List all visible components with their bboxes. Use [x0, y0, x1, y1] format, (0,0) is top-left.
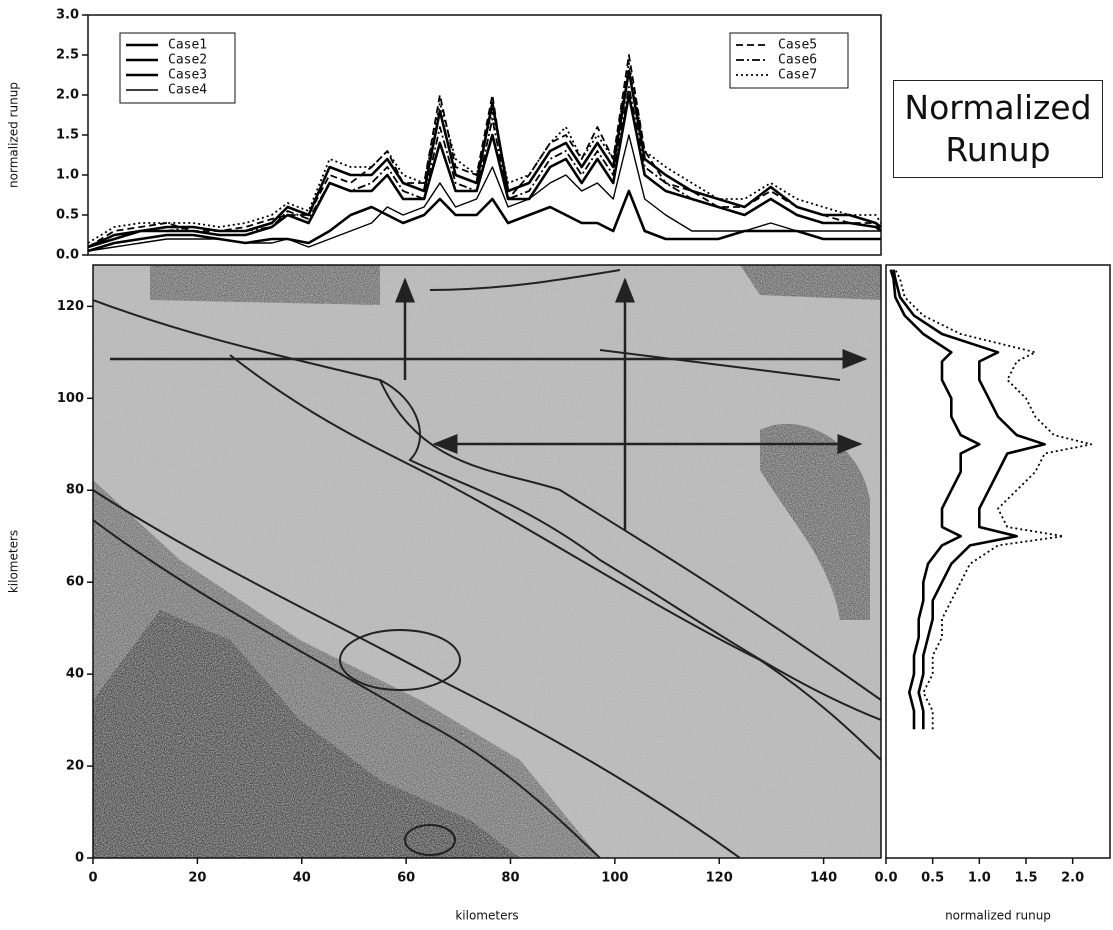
y-tick-label: 20 — [66, 759, 84, 774]
series-line — [87, 93, 882, 249]
legend-label: Case2 — [168, 53, 207, 68]
arrows — [110, 277, 868, 530]
series-line — [87, 134, 881, 252]
legend-box — [729, 32, 849, 89]
plot-frame — [92, 264, 882, 859]
y-axis-label: normalized runup — [7, 82, 21, 188]
y-tick-label: 40 — [66, 667, 84, 682]
series-line — [87, 54, 882, 248]
x-tick-label: 0.5 — [921, 871, 944, 886]
y-tick-label: 2.0 — [56, 88, 79, 103]
x-axis-label: kilometers — [455, 909, 518, 923]
plot-frame — [885, 264, 1111, 859]
annotation-box: Normalized Runup — [893, 80, 1103, 178]
x-tick-label: 80 — [501, 871, 519, 886]
y-tick-label: 1.0 — [56, 168, 79, 183]
legend-label: Case7 — [778, 68, 817, 83]
y-tick-label: 100 — [57, 391, 84, 406]
x-tick-label: 60 — [397, 871, 415, 886]
map — [93, 265, 881, 858]
x-tick-label: 1.5 — [1014, 871, 1037, 886]
y-tick-label: 2.5 — [56, 48, 79, 63]
x-tick-label: 20 — [188, 871, 206, 886]
series-line — [87, 62, 882, 244]
legend-label: Case6 — [778, 53, 817, 68]
x-tick-label: 140 — [810, 871, 837, 886]
legend-label: Case1 — [168, 38, 207, 53]
y-tick-label: 0.0 — [56, 248, 79, 263]
series-line — [894, 269, 1093, 730]
y-tick-label: 3.0 — [56, 8, 79, 23]
x-tick-label: 120 — [706, 871, 733, 886]
y-tick-label: 120 — [57, 299, 84, 314]
legend-label: Case3 — [168, 68, 207, 83]
series-line — [87, 86, 882, 248]
series-line — [87, 189, 881, 253]
map-texture — [93, 265, 881, 858]
x-axis-label: normalized runup — [945, 909, 1051, 923]
x-tick-label: 2.0 — [1061, 871, 1084, 886]
y-tick-label: 80 — [66, 483, 84, 498]
x-tick-label: 100 — [601, 871, 628, 886]
x-tick-label: 40 — [293, 871, 311, 886]
x-tick-label: 1.0 — [968, 871, 991, 886]
series-line — [892, 269, 1046, 730]
x-tick-label: 0 — [88, 871, 97, 886]
series-line — [87, 69, 882, 249]
y-axis-label: kilometers — [7, 530, 21, 593]
legend-label: Case5 — [778, 38, 817, 53]
x-tick-label: 0.0 — [874, 871, 897, 886]
y-tick-label: 0.5 — [56, 208, 79, 223]
y-tick-label: 60 — [66, 575, 84, 590]
series-line — [889, 269, 981, 730]
y-tick-label: 0 — [75, 851, 84, 866]
y-tick-label: 1.5 — [56, 128, 79, 143]
legend-label: Case4 — [168, 83, 207, 98]
